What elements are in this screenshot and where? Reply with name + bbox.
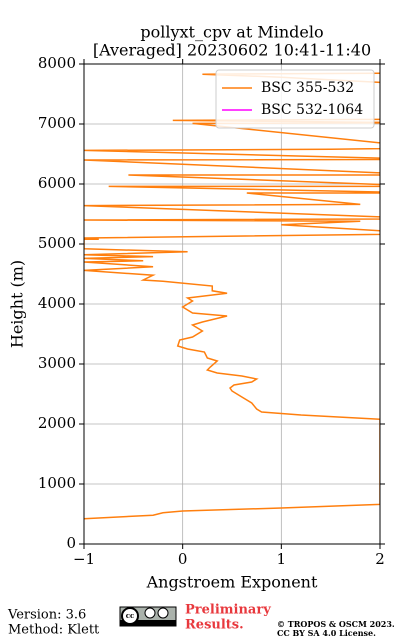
y-tick-label: 4000	[38, 294, 76, 312]
license: CC BY SA 4.0 License.	[277, 628, 376, 638]
x-tick-label: −1	[73, 550, 95, 568]
plot-frame	[83, 63, 381, 545]
chart-subtitle: [Averaged] 20230602 10:41-11:40	[93, 41, 371, 60]
y-tick-label: 0	[66, 534, 76, 552]
svg-text:cc: cc	[126, 611, 135, 620]
cc-logo: cc	[119, 606, 177, 627]
y-tick-label: 7000	[38, 114, 76, 132]
legend-box	[215, 69, 375, 129]
method: Method: Klett	[8, 623, 100, 638]
preliminary: Preliminary	[185, 603, 271, 618]
chart-title: pollyxt_cpv at Mindelo	[140, 23, 323, 42]
y-tick-label: 5000	[38, 234, 76, 252]
x-tick-label: 0	[178, 550, 188, 568]
x-tick-label: 1	[277, 550, 287, 568]
x-tick-label: 2	[375, 550, 385, 568]
x-axis-label: Angstroem Exponent	[146, 573, 318, 592]
preliminary: Results.	[185, 618, 244, 633]
legend-label: BSC 355-532	[261, 80, 354, 96]
legend-label: BSC 532-1064	[261, 102, 363, 118]
data-line	[84, 72, 380, 520]
version: Version: 3.6	[7, 608, 86, 623]
y-tick-label: 6000	[38, 174, 76, 192]
y-tick-label: 2000	[38, 414, 76, 432]
y-tick-label: 1000	[38, 474, 76, 492]
copyright: © TROPOS & OSCM 2023.	[277, 619, 395, 629]
y-axis-label: Height (m)	[8, 260, 27, 348]
y-tick-label: 8000	[38, 54, 76, 72]
y-tick-label: 3000	[38, 354, 76, 372]
